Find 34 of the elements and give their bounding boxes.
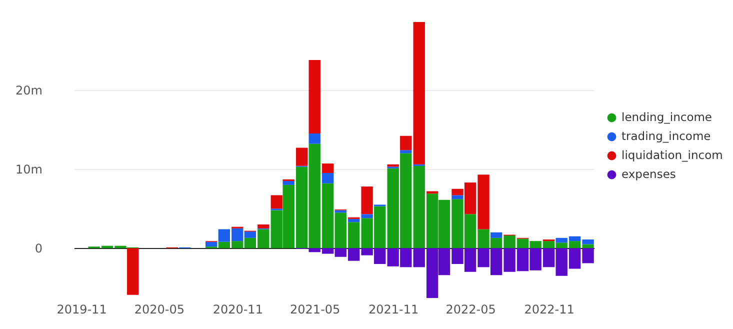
bar: [308, 134, 320, 144]
bar: [400, 150, 412, 154]
bar: [282, 180, 294, 185]
bar: [426, 191, 438, 194]
x-tick-label: 2020-11: [212, 302, 263, 316]
legend-label: trading_income: [622, 128, 711, 143]
bar: [296, 148, 308, 166]
bar: [400, 136, 412, 150]
bar: [270, 195, 282, 209]
bar: [452, 195, 464, 200]
bar: [334, 210, 346, 213]
bar: [258, 224, 270, 228]
x-tick-label: 2019-11: [56, 302, 107, 316]
bar: [413, 22, 425, 164]
x-tick-label: 2020-05: [134, 302, 184, 316]
legend-label: lending_income: [622, 110, 712, 124]
x-tick-label: 2021-05: [290, 302, 340, 316]
bar: [361, 186, 373, 214]
x-tick-label: 2021-11: [368, 302, 419, 316]
x-tick-label: 2022-05: [446, 302, 496, 316]
bar: [206, 242, 218, 247]
bar: [348, 218, 360, 222]
y-tick-label: 20m: [16, 84, 42, 98]
y-tick-label: 0: [34, 242, 42, 256]
bar: [127, 248, 139, 295]
legend-label: liquidation_incom: [622, 148, 723, 162]
bar: [490, 232, 502, 238]
bar: [308, 60, 320, 134]
legend-label: expenses: [622, 166, 676, 181]
y-tick-label: 10m: [16, 162, 42, 177]
x-tick-label: 2022-11: [524, 302, 574, 316]
bar: [322, 164, 334, 174]
bar: [322, 173, 334, 184]
bar: [361, 214, 373, 218]
